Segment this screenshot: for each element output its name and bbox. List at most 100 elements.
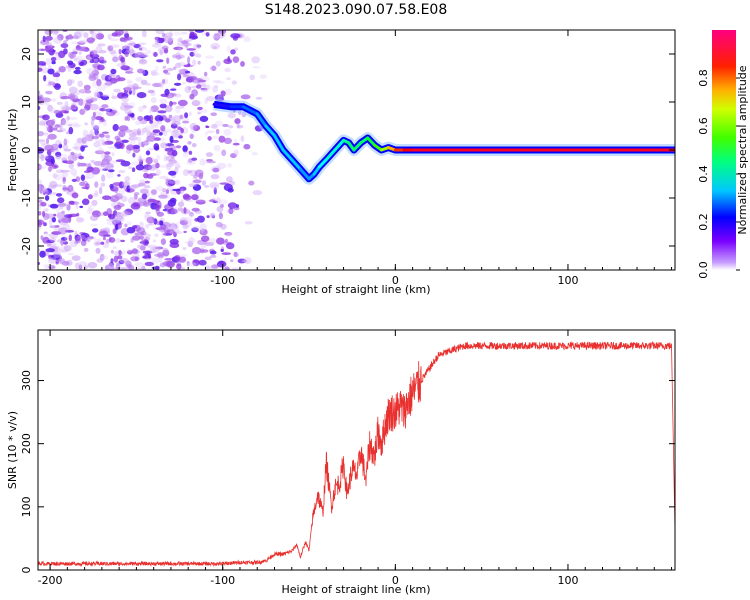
noise-blob	[80, 145, 85, 152]
noise-blob	[64, 110, 69, 114]
noise-blob	[187, 56, 191, 64]
noise-blob	[218, 212, 223, 220]
noise-blob	[43, 231, 48, 235]
noise-blob	[189, 31, 195, 38]
noise-blob	[189, 133, 194, 140]
spectrogram-x-label: Height of straight line (km)	[281, 283, 430, 296]
noise-blob	[93, 241, 101, 247]
noise-blob	[204, 84, 211, 91]
noise-blob	[55, 151, 62, 157]
noise-blob	[58, 227, 68, 235]
ridge-segment	[241, 105, 259, 116]
y-tick-label: 20	[20, 47, 33, 61]
noise-blob	[162, 188, 167, 193]
noise-blob	[108, 73, 116, 77]
noise-blob	[227, 56, 231, 62]
noise-blob	[132, 235, 141, 241]
noise-blob	[42, 35, 46, 42]
noise-blob	[251, 56, 261, 64]
noise-blob	[169, 31, 173, 38]
y-tick-label: 0	[20, 147, 33, 154]
noise-blob	[186, 160, 196, 166]
noise-blob	[169, 242, 180, 249]
noise-blob	[91, 49, 98, 56]
noise-blob	[43, 233, 51, 237]
noise-blob	[149, 114, 154, 122]
noise-blob	[118, 201, 122, 207]
noise-blob	[174, 162, 180, 169]
noise-blob	[159, 256, 163, 264]
noise-blob	[52, 127, 58, 131]
noise-blob	[113, 214, 123, 221]
noise-blob	[156, 211, 164, 217]
noise-blob	[208, 199, 216, 203]
noise-blob	[185, 70, 191, 74]
noise-blob	[98, 212, 104, 217]
noise-blob	[154, 265, 160, 270]
noise-blob	[209, 250, 217, 255]
noise-blob	[94, 150, 105, 155]
noise-blob	[40, 42, 50, 46]
noise-blob	[73, 69, 82, 75]
noise-blob	[153, 52, 158, 57]
noise-blob	[123, 87, 132, 91]
noise-blob	[215, 60, 221, 67]
noise-blob	[228, 207, 234, 214]
noise-blob	[179, 220, 188, 226]
noise-blob	[93, 161, 103, 166]
noise-blob	[135, 164, 145, 171]
noise-blob	[53, 30, 60, 33]
noise-blob	[154, 137, 161, 141]
colorbar-tick-label: 0.4	[697, 165, 710, 183]
noise-blob	[205, 152, 213, 158]
noise-blob	[154, 37, 159, 45]
noise-blob	[139, 245, 146, 251]
noise-blob	[215, 32, 226, 39]
noise-blob	[213, 33, 220, 41]
noise-blob	[127, 81, 133, 84]
noise-blob	[81, 142, 89, 148]
noise-blob	[205, 265, 211, 270]
noise-blob	[45, 248, 55, 253]
noise-blob	[165, 155, 175, 162]
noise-blob	[69, 94, 74, 101]
noise-blob	[108, 160, 118, 164]
noise-blob	[218, 135, 226, 143]
ridge-segment	[281, 148, 294, 162]
noise-blob	[165, 162, 172, 171]
noise-blob	[70, 151, 75, 156]
noise-blob	[209, 212, 216, 219]
noise-blob	[79, 108, 86, 115]
noise-blob	[182, 81, 186, 85]
noise-blob	[53, 251, 62, 259]
noise-blob	[127, 248, 132, 252]
noise-blob	[167, 37, 174, 46]
noise-blob	[38, 163, 42, 171]
noise-blob	[164, 32, 173, 38]
noise-blob	[144, 125, 155, 131]
colorbar: 0.0 0.2 0.4 0.6 0.8 Normalized spectral ampl…	[697, 30, 749, 279]
noise-blob	[54, 52, 60, 55]
noise-blob	[145, 150, 151, 156]
snr-series-line	[38, 340, 675, 567]
noise-blob	[231, 267, 239, 270]
noise-blob	[233, 139, 238, 142]
noise-blob	[183, 64, 191, 68]
figure-title: S148.2023.090.07.58.E08	[265, 2, 448, 18]
noise-blob	[192, 184, 202, 191]
noise-blob	[233, 252, 239, 258]
noise-blob	[192, 179, 202, 184]
noise-blob	[103, 59, 107, 66]
noise-blob	[188, 183, 195, 187]
noise-blob	[51, 143, 59, 151]
colorbar-gradient	[712, 30, 736, 270]
noise-blob	[70, 168, 78, 176]
noise-blob	[214, 85, 219, 88]
noise-blob	[144, 185, 151, 189]
noise-blob	[91, 124, 101, 129]
noise-blob	[38, 153, 42, 160]
noise-blob	[80, 174, 86, 181]
noise-blob	[123, 89, 129, 94]
noise-blob	[200, 87, 208, 91]
noise-blob	[216, 260, 227, 268]
